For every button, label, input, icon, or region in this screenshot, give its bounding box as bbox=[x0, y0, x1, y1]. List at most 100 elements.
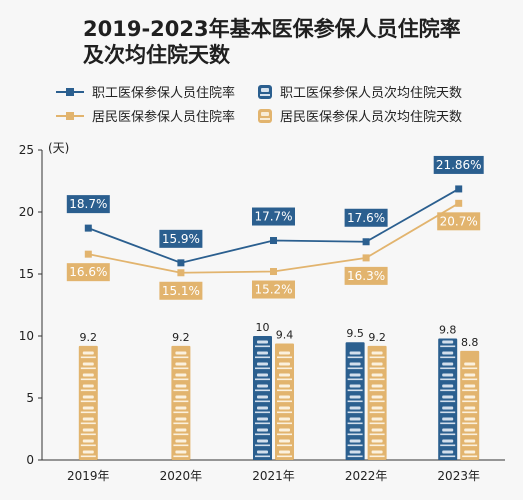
legend-label-employee-rate: 职工医保参保人员住院率 bbox=[92, 85, 235, 101]
car-bumper bbox=[255, 400, 270, 403]
car-bumper bbox=[255, 378, 270, 381]
car-window bbox=[175, 373, 187, 377]
y-axis-unit: (天) bbox=[48, 141, 69, 155]
car-bumper bbox=[255, 411, 270, 414]
car-bumper bbox=[80, 400, 96, 403]
car-bumper bbox=[80, 356, 96, 359]
car-window bbox=[82, 450, 94, 454]
car-bumper bbox=[347, 400, 363, 403]
car-window bbox=[175, 417, 187, 421]
bar-value-label-employee: 9.8 bbox=[439, 323, 457, 336]
car-bumper bbox=[173, 389, 189, 392]
car-bumper bbox=[347, 455, 363, 458]
car-bumper bbox=[369, 356, 385, 359]
car-window bbox=[371, 362, 383, 366]
car-window bbox=[442, 384, 454, 388]
legend-marker-resident bbox=[66, 112, 74, 120]
data-label-box-employee bbox=[66, 195, 110, 214]
car-window bbox=[442, 428, 454, 432]
bar-resident bbox=[460, 350, 480, 460]
car-bumper bbox=[347, 367, 363, 370]
car-bumper bbox=[369, 400, 385, 403]
car-bumper bbox=[462, 367, 478, 370]
data-label-box-resident bbox=[66, 263, 110, 282]
point-employee bbox=[177, 259, 185, 267]
bar-texture-resident bbox=[80, 351, 96, 458]
car-window bbox=[175, 450, 187, 454]
data-label-employee: 17.6% bbox=[347, 211, 385, 225]
bar-value-label-resident: 9.4 bbox=[276, 328, 294, 341]
data-label-employee: 21.86% bbox=[436, 158, 482, 172]
car-bumper bbox=[440, 444, 456, 447]
legend-label-resident-days: 居民医保参保人员次均住院天数 bbox=[280, 109, 462, 125]
y-tick-label: 5 bbox=[26, 391, 34, 405]
data-label-resident: 16.3% bbox=[347, 269, 385, 283]
car-window bbox=[257, 384, 268, 388]
car-bumper bbox=[440, 356, 456, 359]
car-window bbox=[82, 373, 94, 377]
car-window bbox=[82, 362, 94, 366]
car-window bbox=[442, 340, 454, 344]
car-window bbox=[82, 417, 94, 421]
car-window bbox=[279, 362, 290, 366]
car-bumper bbox=[80, 367, 96, 370]
car-bumper bbox=[173, 455, 189, 458]
car-bumper bbox=[347, 389, 363, 392]
car-window bbox=[371, 439, 383, 443]
car-bumper bbox=[347, 433, 363, 436]
car-bumper bbox=[80, 378, 96, 381]
car-window bbox=[349, 362, 361, 366]
car-window bbox=[349, 384, 361, 388]
point-employee bbox=[362, 238, 370, 246]
car-window bbox=[175, 362, 187, 366]
car-window bbox=[442, 373, 454, 377]
car-window bbox=[82, 395, 94, 399]
car-window bbox=[257, 428, 268, 432]
car-window bbox=[175, 395, 187, 399]
car-window bbox=[464, 384, 476, 388]
car-window bbox=[371, 395, 383, 399]
car-window bbox=[464, 373, 476, 377]
legend: 职工医保参保人员住院率 居民医保参保人员住院率 职工医保参保人员次均住院天数 居… bbox=[56, 85, 462, 125]
car-bumper bbox=[255, 433, 270, 436]
car-window bbox=[371, 351, 383, 355]
car-window bbox=[279, 406, 290, 410]
legend-label-employee-days: 职工医保参保人员次均住院天数 bbox=[280, 85, 462, 101]
bar-value-label-resident: 9.2 bbox=[368, 331, 386, 344]
car-bumper bbox=[440, 389, 456, 392]
data-label-employee: 18.7% bbox=[69, 197, 107, 211]
car-window bbox=[464, 439, 476, 443]
car-bumper bbox=[80, 411, 96, 414]
car-window bbox=[371, 384, 383, 388]
car-bumper bbox=[277, 411, 292, 414]
legend-car-icon-resident bbox=[258, 109, 272, 123]
car-bumper bbox=[173, 411, 189, 414]
x-tick-labels: 2019年 2020年 2021年 2022年 2023年 bbox=[67, 469, 480, 483]
car-window bbox=[349, 351, 361, 355]
legend-label-resident-rate: 居民医保参保人员住院率 bbox=[92, 109, 235, 125]
point-resident bbox=[455, 199, 463, 207]
car-bumper bbox=[277, 444, 292, 447]
car-window bbox=[82, 384, 94, 388]
data-label-box-employee bbox=[344, 208, 388, 227]
car-bumper bbox=[277, 433, 292, 436]
car-window bbox=[464, 428, 476, 432]
car-bumper bbox=[369, 455, 385, 458]
car-bumper bbox=[347, 356, 363, 359]
data-label-box-resident bbox=[252, 280, 295, 299]
car-bumper bbox=[277, 356, 292, 359]
car-bumper bbox=[440, 411, 456, 414]
car-bumper bbox=[462, 433, 478, 436]
car-window bbox=[464, 417, 476, 421]
car-bumper bbox=[277, 389, 292, 392]
car-bumper bbox=[277, 367, 292, 370]
car-bumper bbox=[255, 345, 270, 348]
car-window bbox=[442, 362, 454, 366]
chart-title-line2: 及次均住院天数 bbox=[83, 43, 231, 67]
car-bumper bbox=[347, 378, 363, 381]
bar-value-label-employee: 10 bbox=[256, 321, 270, 334]
chart-title: 2019-2023年基本医保参保人员住院率 bbox=[83, 17, 461, 41]
car-window bbox=[349, 428, 361, 432]
car-window bbox=[257, 362, 268, 366]
x-tick-label: 2022年 bbox=[345, 469, 388, 483]
